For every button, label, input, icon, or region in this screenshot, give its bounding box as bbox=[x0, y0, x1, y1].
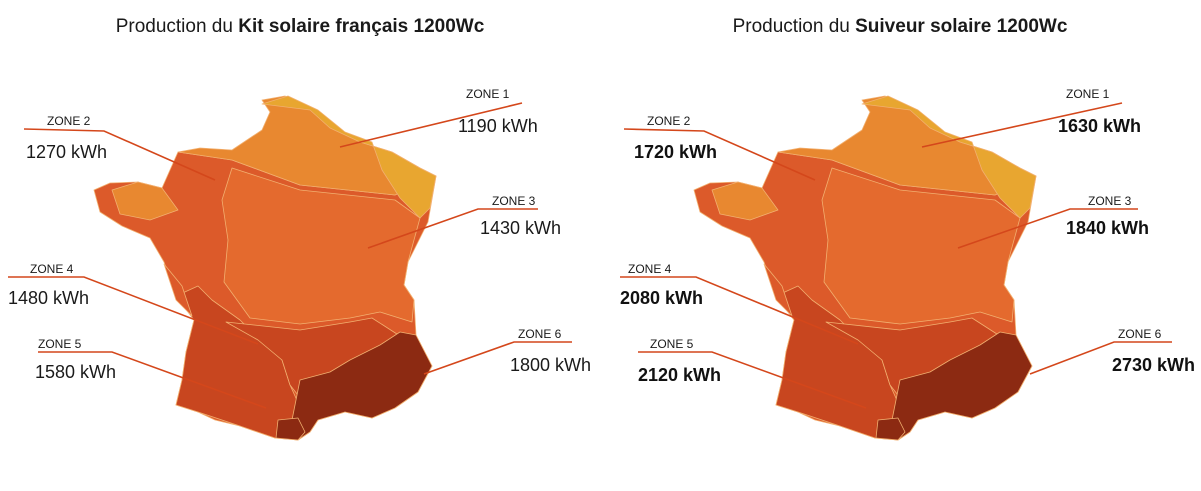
france-map-suiveur-solaire: ZONE 1 1630 kWh ZONE 2 1720 kWh ZONE 3 1840 k… bbox=[620, 87, 1195, 441]
map-region-zone3 bbox=[221, 167, 421, 325]
zone5-label: ZONE 5 bbox=[650, 337, 694, 351]
zone3-leader-line bbox=[367, 208, 538, 249]
map-region-zone4 bbox=[163, 263, 193, 317]
zone6-label: ZONE 6 bbox=[1118, 327, 1162, 341]
zone4-production-value: 1480 kWh bbox=[8, 288, 89, 308]
zone4-leader-line bbox=[620, 276, 859, 345]
zone2-leader-line bbox=[23, 128, 216, 181]
map-region-zone6 bbox=[891, 331, 1033, 441]
zone3-production-value: 1840 kWh bbox=[1066, 218, 1149, 238]
zone1-leader-line bbox=[339, 102, 523, 148]
zone6-leader-line bbox=[423, 341, 572, 375]
zone2-production-value: 1720 kWh bbox=[634, 142, 717, 162]
zone6-label: ZONE 6 bbox=[518, 327, 562, 341]
zone3-label: ZONE 3 bbox=[1088, 194, 1132, 208]
zone5-leader-line bbox=[38, 351, 267, 409]
map-region-zone6 bbox=[291, 331, 433, 441]
france-zones bbox=[693, 95, 1037, 441]
zone2-production-value: 1270 kWh bbox=[26, 142, 107, 162]
suiveur-solaire-title-bold: Suiveur solaire 1200Wc bbox=[855, 16, 1068, 37]
suiveur-solaire-panel: Production du Suiveur solaire 1200Wc ZON… bbox=[600, 0, 1200, 491]
zone1-label: ZONE 1 bbox=[466, 87, 510, 101]
zone3-production-value: 1430 kWh bbox=[480, 218, 561, 238]
zone1-leader-line bbox=[921, 102, 1123, 148]
kit-solaire-title-bold: Kit solaire français 1200Wc bbox=[238, 16, 485, 37]
zone2-leader-line bbox=[623, 128, 816, 181]
zone1-production-value: 1190 kWh bbox=[458, 116, 538, 136]
zone1-production-value: 1630 kWh bbox=[1058, 116, 1141, 136]
zone4-production-value: 2080 kWh bbox=[620, 288, 703, 308]
map-region-zone6 bbox=[875, 417, 906, 441]
zone2-label: ZONE 2 bbox=[47, 114, 91, 128]
zone5-production-value: 1580 kWh bbox=[35, 362, 116, 382]
zone4-label: ZONE 4 bbox=[30, 262, 74, 276]
kit-solaire-panel: Production du Kit solaire français 1200W… bbox=[0, 0, 600, 491]
suiveur-solaire-title: Production du Suiveur solaire 1200Wc bbox=[732, 16, 1068, 37]
zone5-label: ZONE 5 bbox=[38, 337, 82, 351]
zone2-label: ZONE 2 bbox=[647, 114, 691, 128]
map-region-zone2 bbox=[711, 181, 779, 221]
zone5-leader-line bbox=[638, 351, 867, 409]
map-region-zone6 bbox=[275, 417, 306, 441]
map-region-zone1 bbox=[261, 95, 437, 219]
zone4-leader-line bbox=[8, 276, 259, 345]
map-region-zone2 bbox=[111, 181, 179, 221]
zone5-production-value: 2120 kWh bbox=[638, 365, 721, 385]
zone3-label: ZONE 3 bbox=[492, 194, 536, 208]
zone3-leader-line bbox=[957, 208, 1138, 249]
zone6-leader-line bbox=[1029, 341, 1172, 375]
zone4-label: ZONE 4 bbox=[628, 262, 672, 276]
france-zones bbox=[93, 95, 437, 441]
zone1-label: ZONE 1 bbox=[1066, 87, 1110, 101]
kit-solaire-title: Production du Kit solaire français 1200W… bbox=[115, 16, 485, 37]
france-map-kit-solaire: ZONE 1 1190 kWh ZONE 2 1270 kWh ZONE 3 1430 k… bbox=[8, 87, 591, 441]
map-region-zone3 bbox=[821, 167, 1021, 325]
zone6-production-value: 1800 kWh bbox=[510, 355, 591, 375]
map-region-zone1 bbox=[861, 95, 1037, 219]
zone6-production-value: 2730 kWh bbox=[1112, 355, 1195, 375]
